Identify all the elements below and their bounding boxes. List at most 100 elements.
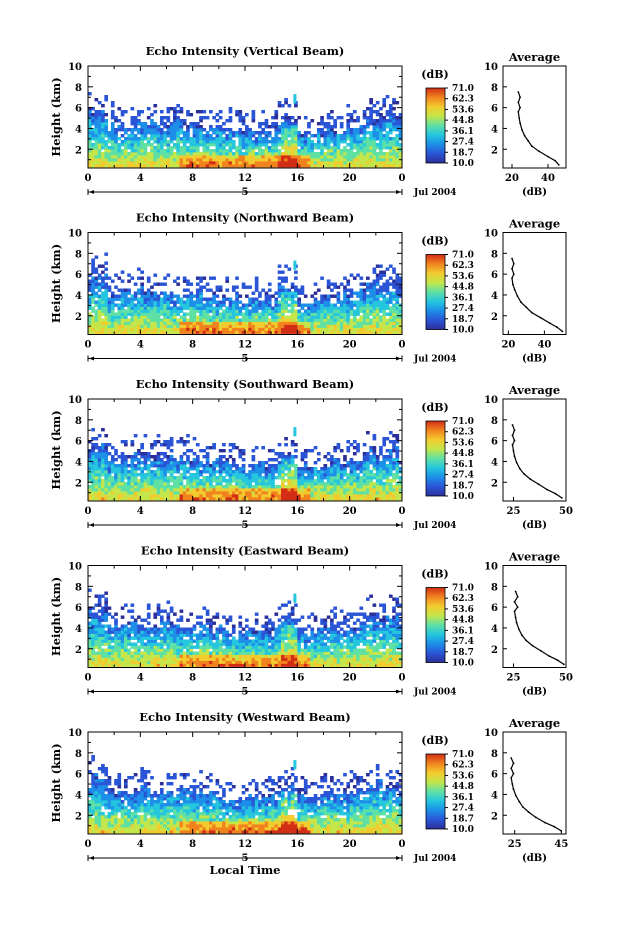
echo-cell <box>366 294 370 298</box>
echo-cell <box>258 125 262 129</box>
echo-cell <box>202 491 207 495</box>
echo-cell <box>88 164 92 168</box>
profile-y-tick-label: 8 <box>491 83 498 94</box>
echo-cell <box>97 140 102 144</box>
echo-cell <box>176 497 180 501</box>
echo-cell <box>179 473 184 477</box>
echo-cell <box>209 330 213 334</box>
echo-cell <box>88 327 92 331</box>
echo-cell <box>277 291 282 295</box>
echo-cell <box>248 300 252 304</box>
echo-cell <box>297 152 301 156</box>
echo-cell <box>91 651 95 655</box>
echo-cell <box>388 264 393 268</box>
echo-cell <box>316 306 321 310</box>
echo-cell <box>97 651 102 655</box>
echo-cell <box>173 461 177 465</box>
echo-cell <box>264 134 269 138</box>
profile-point <box>511 434 514 437</box>
echo-cell <box>238 312 243 316</box>
echo-cell <box>186 113 190 117</box>
echo-cell <box>264 143 269 147</box>
echo-cell <box>150 464 154 468</box>
echo-cell <box>294 309 298 313</box>
echo-cell <box>199 297 203 301</box>
echo-cell <box>310 140 315 144</box>
echo-cell <box>284 437 288 441</box>
echo-cell <box>241 131 246 135</box>
echo-cell <box>274 312 279 316</box>
echo-cell <box>123 324 128 328</box>
echo-cell <box>215 312 220 316</box>
echo-cell <box>133 143 138 147</box>
echo-cell <box>369 294 373 298</box>
echo-cell <box>137 146 141 150</box>
echo-cell <box>110 630 115 634</box>
echo-cell <box>346 143 351 147</box>
echo-cell <box>369 446 373 450</box>
echo-cell <box>114 470 118 474</box>
echo-cell <box>173 309 177 313</box>
echo-cell <box>313 282 318 286</box>
echo-cell <box>333 315 337 319</box>
echo-cell <box>189 164 194 168</box>
echo-cell <box>271 116 275 120</box>
echo-cell <box>297 137 301 141</box>
echo-cell <box>294 324 298 328</box>
echo-cell <box>258 491 262 495</box>
echo-cell <box>320 312 324 316</box>
echo-cell <box>186 125 190 129</box>
echo-cell <box>248 485 252 489</box>
echo-cell <box>333 140 337 144</box>
echo-cell <box>280 125 285 129</box>
echo-cell <box>300 158 305 162</box>
echo-cell <box>346 303 351 307</box>
echo-cell <box>395 282 400 286</box>
echo-cell <box>320 122 324 126</box>
echo-cell <box>94 300 99 304</box>
echo-cell <box>369 327 373 331</box>
echo-cell <box>382 152 387 156</box>
echo-cell <box>310 479 315 483</box>
echo-cell <box>352 110 357 114</box>
echo-cell <box>352 161 357 165</box>
echo-cell <box>212 473 216 477</box>
echo-cell <box>140 327 144 331</box>
echo-cell <box>231 288 236 292</box>
echo-cell <box>163 134 167 138</box>
echo-cell <box>388 494 393 498</box>
echo-cell <box>101 119 105 123</box>
echo-cell <box>313 467 318 471</box>
profile-point <box>511 443 514 446</box>
echo-cell <box>235 327 239 331</box>
echo-cell <box>110 636 115 640</box>
echo-cell <box>280 488 285 492</box>
echo-cell <box>343 324 347 328</box>
echo-cell <box>146 606 151 610</box>
echo-cell <box>349 312 354 316</box>
echo-cell <box>218 449 223 453</box>
echo-cell <box>277 152 282 156</box>
echo-cell <box>189 309 194 313</box>
echo-cell <box>359 488 364 492</box>
echo-cell <box>300 470 305 474</box>
echo-cell <box>251 497 256 501</box>
echo-cell <box>163 125 167 129</box>
echo-cell <box>88 639 92 643</box>
echo-cell <box>120 639 125 643</box>
echo-cell <box>120 663 125 667</box>
echo-cell <box>182 467 187 471</box>
echo-cell <box>130 116 135 120</box>
echo-cell <box>97 116 102 120</box>
echo-cell <box>326 476 331 480</box>
echo-cell <box>388 470 393 474</box>
echo-cell <box>153 321 158 325</box>
echo-cell <box>215 303 220 307</box>
echo-cell <box>336 152 341 156</box>
date-label: Jul 2004 <box>413 355 456 365</box>
echo-cell <box>258 149 262 153</box>
echo-cell <box>303 449 308 453</box>
echo-cell <box>192 146 197 150</box>
echo-cell <box>205 467 210 471</box>
echo-cell <box>392 101 396 105</box>
